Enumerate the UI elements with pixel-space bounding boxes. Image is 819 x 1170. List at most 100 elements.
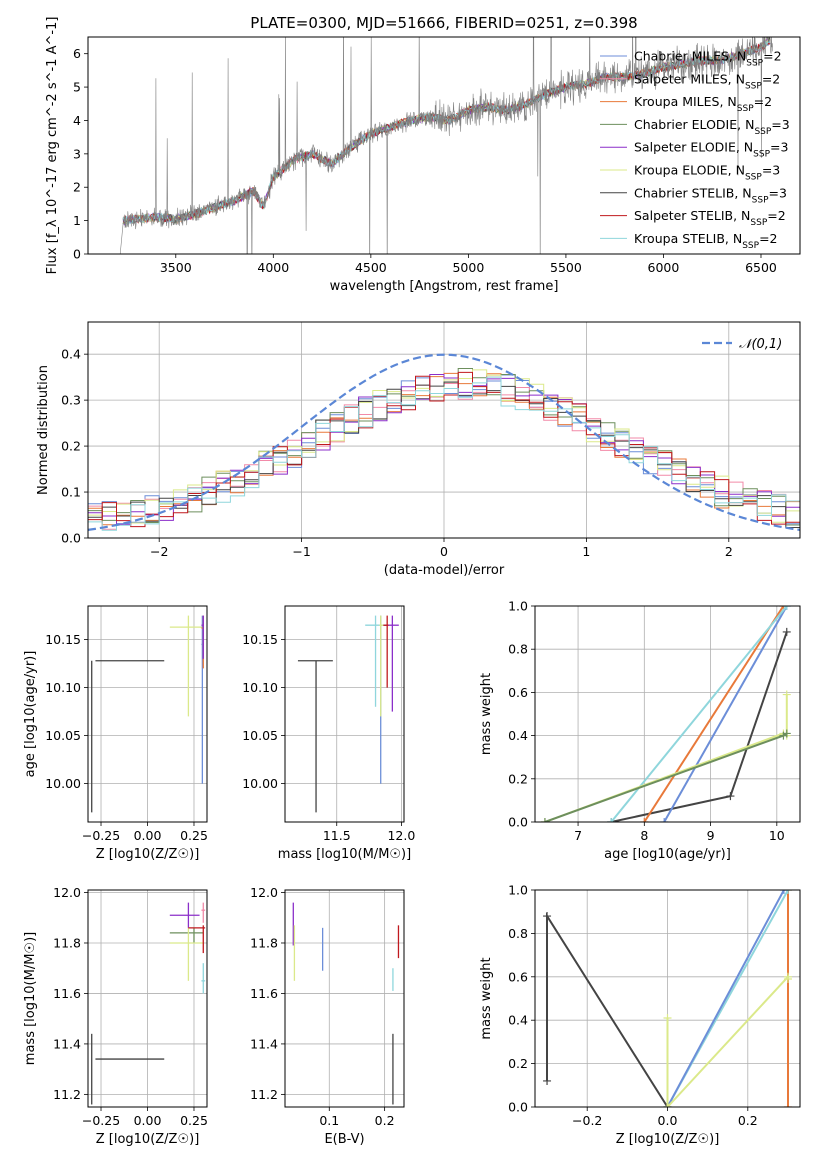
x-tick-label: 12.0 xyxy=(387,828,415,843)
panel-age-vs-mass: 11.5 12.0 10.00 10.05 10.10 10.15 mass [log10(… xyxy=(242,605,415,862)
y-tick-label: 10.05 xyxy=(45,728,81,743)
y-tick-label: 0.2 xyxy=(508,1056,528,1071)
x-tick-label: 0.00 xyxy=(134,1113,162,1128)
legend-nssp: =2 xyxy=(762,71,780,86)
x-axis-label: Z [log10(Z/Z☉)] xyxy=(616,1132,720,1147)
y-tick-label: 5 xyxy=(73,80,81,95)
massweight-line-0 xyxy=(610,631,788,822)
plot-area xyxy=(543,890,792,1107)
y-tick-label: 0.2 xyxy=(61,439,81,454)
y-tick-label: 0.8 xyxy=(508,642,528,657)
y-tick-label: 3 xyxy=(73,146,81,161)
panel-mass-vs-ebv: 0.1 0.2 11.2 11.4 11.6 11.8 12.0 E(B-V) xyxy=(250,885,405,1147)
y-axis-label: mass [log10(M/M☉)] xyxy=(23,932,38,1065)
y-tick-label: 1.0 xyxy=(508,883,528,898)
plus-marker xyxy=(782,627,791,636)
x-tick-label: 0.0 xyxy=(658,1113,678,1128)
legend-label-7: Salpeter STELIB, NSSP=2 xyxy=(634,208,786,228)
axes-frame xyxy=(284,889,405,1108)
plot-area xyxy=(88,353,800,531)
plus-marker xyxy=(543,1076,552,1085)
figure-title: PLATE=0300, MJD=51666, FIBERID=0251, z=0… xyxy=(250,14,637,32)
y-axis-label: age [log10(age/yr)] xyxy=(23,651,38,778)
y-tick-label: 11.2 xyxy=(250,1087,278,1102)
y-tick-label: 12.0 xyxy=(53,885,81,900)
legend-subscript: SSP xyxy=(746,59,763,69)
legend-subscript: SSP xyxy=(737,104,754,114)
x-tick-label: 3500 xyxy=(160,260,192,275)
y-tick-label: 0.0 xyxy=(508,815,528,830)
x-tick-label: 0 xyxy=(440,544,448,559)
massweight-line-1 xyxy=(643,606,785,822)
y-tick-label: 0.2 xyxy=(508,771,528,786)
y-axis-label: Normed distribution xyxy=(36,365,51,495)
plus-marker xyxy=(660,818,669,822)
legend-label-4: Salpeter ELODIE, NSSP=3 xyxy=(634,140,788,160)
y-tick-label: 10.15 xyxy=(45,632,81,647)
x-tick-label: −0.2 xyxy=(572,1113,602,1128)
x-tick-label: 8 xyxy=(640,828,648,843)
plus-marker xyxy=(782,729,791,738)
x-tick-label: −2 xyxy=(150,544,168,559)
legend-nssp: =3 xyxy=(770,140,788,155)
plus-marker xyxy=(782,606,791,610)
x-tick-label: −1 xyxy=(292,544,310,559)
massweight-line-2 xyxy=(663,606,788,822)
y-tick-label: 0.3 xyxy=(61,393,81,408)
y-tick-label: 11.4 xyxy=(53,1036,81,1051)
plus-marker xyxy=(783,974,792,983)
x-tick-label: 0.25 xyxy=(180,1113,208,1128)
panel-age-vs-Z: −0.25 0.00 0.25 10.00 10.05 10.10 10.15 Z [log1… xyxy=(23,605,208,862)
x-tick-label: 11.5 xyxy=(323,828,351,843)
plus-marker xyxy=(782,690,791,699)
legend-nssp: =2 xyxy=(763,49,781,64)
y-tick-label: 0 xyxy=(73,247,81,262)
axes-frame xyxy=(534,605,801,823)
x-axis-label: (data-model)/error xyxy=(384,563,505,578)
panel-mass-vs-Z: −0.25 0.00 0.25 11.2 11.4 11.6 11.8 12.0 Z [log1… xyxy=(23,885,208,1147)
plot-area xyxy=(297,615,399,813)
y-tick-label: 11.2 xyxy=(53,1087,81,1102)
observed-spectrum xyxy=(119,37,773,254)
x-tick-label: 0.1 xyxy=(319,1113,339,1128)
x-tick-label: 0.2 xyxy=(738,1113,758,1128)
panel-massweight-vs-Z: −0.2 0.0 0.2 0.0 0.2 0.4 0.6 0.8 1.0 Z [log10(Z/Z… xyxy=(479,883,801,1147)
legend-nssp: =2 xyxy=(754,94,772,109)
y-tick-label: 12.0 xyxy=(250,885,278,900)
legend-label-3: Chabrier ELODIE, NSSP=3 xyxy=(634,117,790,137)
plot-area xyxy=(292,902,400,1105)
x-tick-label: 7 xyxy=(574,828,582,843)
legend-subscript: SSP xyxy=(742,241,759,251)
residual-hist-6 xyxy=(88,381,800,528)
massweight-line-3 xyxy=(610,606,788,822)
legend-nssp: =3 xyxy=(769,185,787,200)
y-tick-label: 10.10 xyxy=(45,680,81,695)
y-tick-label: 11.8 xyxy=(250,935,278,950)
y-tick-label: 10.00 xyxy=(242,776,278,791)
massweight-line-4 xyxy=(544,694,788,822)
legend-label-5: Kroupa ELODIE, NSSP=3 xyxy=(634,163,780,183)
legend-label-1: Salpeter MILES, NSSP=2 xyxy=(634,71,780,91)
residual-hist-8 xyxy=(88,376,800,531)
residual-hist-4 xyxy=(88,374,800,525)
x-tick-label: 6000 xyxy=(648,260,680,275)
legend-subscript: SSP xyxy=(752,195,769,205)
plus-marker xyxy=(663,1103,672,1107)
plot-area xyxy=(91,902,206,1105)
panel-spectrum: 3500 4000 4500 5000 5500 6000 6500 0 1 2 3 4 5 6 wavel… xyxy=(45,17,801,294)
massweight-line-5 xyxy=(544,732,788,822)
residual-hist-7 xyxy=(88,371,800,528)
x-tick-label: 6500 xyxy=(745,260,777,275)
y-axis-label: Flux [f_λ 10^-17 erg cm^-2 s^-1 A^-1] xyxy=(45,17,60,275)
legend-label-8: Kroupa STELIB, NSSP=2 xyxy=(634,231,778,251)
x-tick-label: 10 xyxy=(769,828,785,843)
y-tick-label: 0.1 xyxy=(61,485,81,500)
legend-label-6: Chabrier STELIB, NSSP=3 xyxy=(634,185,787,205)
y-tick-label: 0.0 xyxy=(508,1100,528,1115)
y-tick-label: 11.8 xyxy=(53,935,81,950)
plot-area xyxy=(91,615,204,813)
plus-marker xyxy=(607,818,616,822)
legend-subscript: SSP xyxy=(754,127,771,137)
plus-marker xyxy=(726,792,735,801)
